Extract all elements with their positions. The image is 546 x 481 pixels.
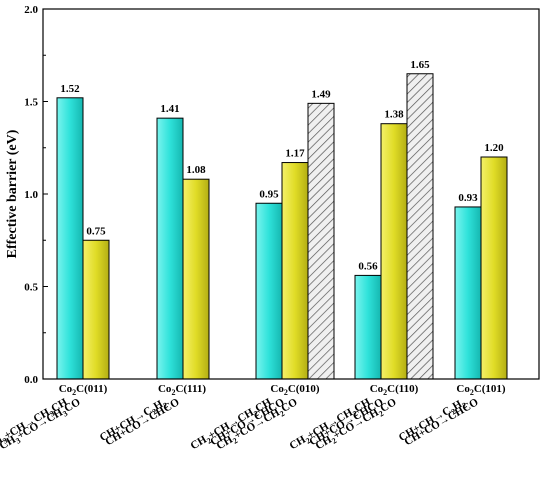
bar-hatched [307,102,335,380]
bar-cyan [354,274,382,380]
bar-value-label: 1.65 [410,59,430,71]
reaction-label: CH+CO→CHCO [103,396,181,448]
plot-frame [42,8,540,380]
bar-cyan [255,202,283,380]
y-axis-label: Effective barrier (eV) [5,129,20,258]
bar-value-label: 0.56 [358,260,378,272]
bar-value-label: 1.38 [384,109,404,121]
bar-yellow [281,162,309,380]
bar-value-label: 1.52 [60,83,80,95]
category-label: Co2C(101) [456,383,506,397]
bar-value-label: 1.08 [186,164,206,176]
bar-value-label: 0.75 [86,225,106,237]
category-label: Co2C(011) [59,383,108,397]
category-label: Co2C(110) [370,383,419,397]
bar-value-label: 1.49 [311,88,331,100]
y-tick-label: 1.5 [24,97,38,109]
category-label: Co2C(111) [158,383,206,397]
y-tick-label: 0.5 [24,282,38,294]
category-labels: Co2C(011) Co2C(111) Co2C(010) Co2C(110) Co2C… [59,383,506,397]
bar-value-label: 0.95 [259,188,279,200]
category-label: Co2C(010) [270,383,320,397]
bar-yellow [380,123,408,380]
bar-cyan [56,97,84,380]
bar-value-label: 1.20 [484,142,504,154]
bar-value-label: 1.41 [160,103,179,115]
bar-cyan [454,206,482,380]
y-tick-label: 1.0 [24,189,38,201]
bar-yellow [182,178,210,380]
bar-yellow [480,156,508,380]
y-axis-ticks: 0.0 0.5 1.0 1.5 2.0 [24,4,48,386]
y-tick-label: 2.0 [24,4,38,16]
bar-hatched [406,73,434,380]
reaction-label: CH+CO→CHCO [402,396,480,448]
value-labels: 1.52 0.75 1.41 1.08 0.95 1.17 1.49 0.56 1.38 1.65… [60,59,504,273]
bar-series [56,73,508,380]
bar-value-label: 1.17 [285,148,305,160]
bar-yellow [82,239,110,380]
y-tick-label: 0.0 [24,374,38,386]
bar-cyan [156,117,184,380]
bar-value-label: 0.93 [458,192,478,204]
